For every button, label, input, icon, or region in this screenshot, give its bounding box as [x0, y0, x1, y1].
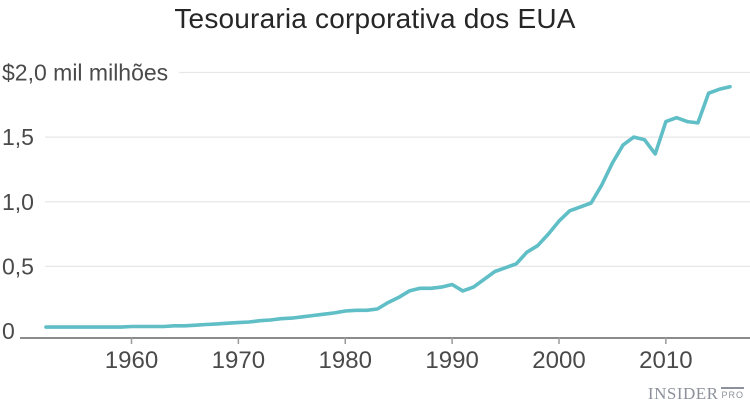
x-tick-label: 2000: [532, 347, 585, 374]
x-tick-label: 2010: [639, 347, 692, 374]
data-line-series: [44, 84, 732, 329]
y-tick-label: 0,5: [2, 253, 34, 279]
y-tick-label: 1,5: [2, 124, 34, 150]
logo-pro-badge: PRO: [721, 387, 744, 400]
y-axis-unit-label: $2,0 mil milhões: [2, 60, 168, 86]
x-tick-label: 1970: [212, 347, 265, 374]
x-tick-label: 1990: [425, 347, 478, 374]
y-tick-label: 1,0: [2, 189, 34, 215]
insiderpro-logo: INSIDER PRO: [648, 384, 744, 404]
x-tick-label: 1960: [105, 347, 158, 374]
logo-insider-text: INSIDER: [647, 384, 719, 403]
y-tick-label: 0: [2, 318, 15, 344]
x-tick-label: 1980: [319, 347, 372, 374]
chart-title: Tesouraria corporativa dos EUA: [174, 3, 576, 34]
